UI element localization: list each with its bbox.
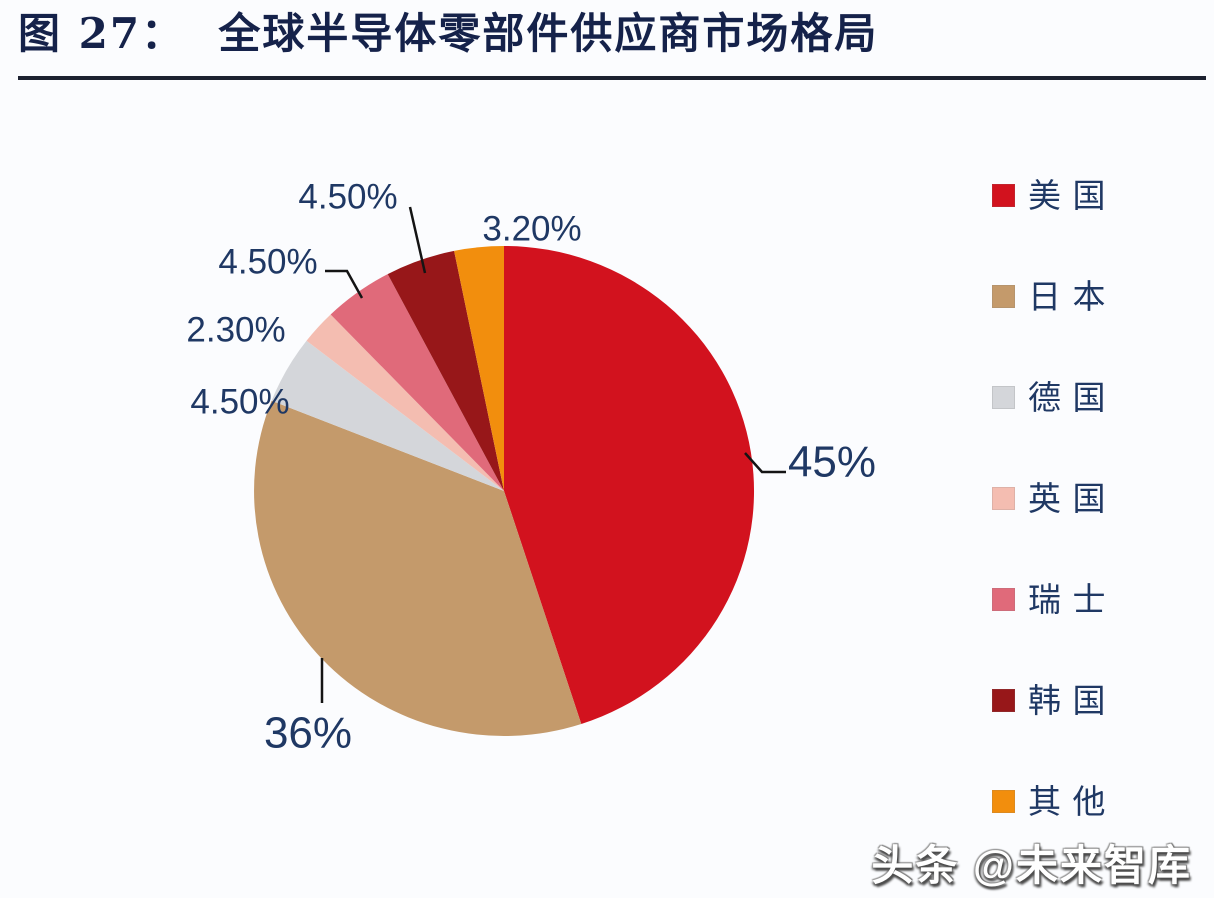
legend-item-韩国: 韩国 [992,684,1117,717]
legend-label: 瑞士 [1028,579,1118,619]
legend-label: 美国 [1028,175,1118,215]
data-label-英国: 2.30% [186,311,285,350]
label-leader-韩国 [408,206,427,274]
legend-swatch [992,587,1015,611]
legend: 美国日本德国英国瑞士韩国其他 [992,179,1117,890]
legend-swatch [992,385,1015,409]
legend-swatch [992,486,1015,510]
legend-label: 德国 [1028,377,1118,417]
data-label-德国: 4.50% [190,383,289,422]
data-label-美国: 45% [788,438,876,487]
legend-label: 其他 [1028,781,1118,821]
legend-item-日本: 日本 [992,280,1117,313]
label-leader-美国 [744,452,786,474]
legend-item-瑞士: 瑞士 [992,583,1117,616]
legend-swatch [992,688,1015,712]
pie-slice-英国 [306,314,504,491]
legend-item-美国: 美国 [992,179,1117,212]
pie-slice-瑞士 [330,274,504,491]
pie-slice-其他 [454,245,504,491]
data-label-韩国: 4.50% [298,178,397,217]
legend-swatch [992,284,1015,308]
label-leader-瑞士 [325,269,364,299]
legend-label: 英国 [1028,478,1118,518]
legend-swatch [992,183,1015,207]
data-label-日本: 36% [264,709,352,758]
legend-label: 韩国 [1028,680,1118,720]
data-label-瑞士: 4.50% [218,243,317,282]
figure-title: 图 27： 全球半导体零部件供应商市场格局 [18,9,879,58]
legend-swatch [992,789,1015,813]
watermark: 头条 @未来智库 [871,842,1192,889]
legend-label: 日本 [1028,276,1118,316]
pie-slice-韩国 [387,250,504,491]
title-divider [18,76,1206,80]
pie-slice-美国 [504,246,755,724]
legend-item-德国: 德国 [992,381,1117,414]
data-label-其他: 3.20% [482,210,581,249]
legend-item-其他: 其他 [992,785,1117,818]
legend-item-英国: 英国 [992,482,1117,515]
pie-slice-德国 [271,340,504,491]
pie-slice-日本 [254,400,582,736]
